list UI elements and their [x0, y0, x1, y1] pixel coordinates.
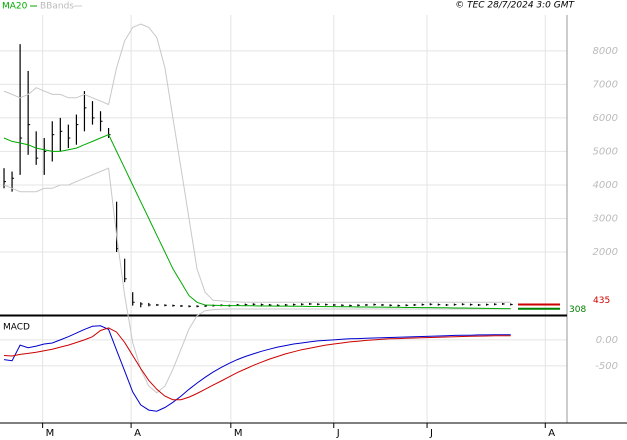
legend-bbands: BBands [40, 2, 74, 12]
macd-title: MACD [3, 323, 30, 333]
x-tick-label: J [429, 428, 433, 439]
y-tick-label: 3000 [593, 213, 618, 224]
x-tick-label: A [548, 428, 555, 439]
macd-line [3, 327, 511, 401]
ma-line [3, 134, 511, 310]
macd-line [3, 325, 511, 412]
x-tick-label: M [46, 428, 55, 439]
price-plot [3, 44, 513, 308]
x-tick-label: M [234, 428, 243, 439]
copyright: © TEC 28/7/2024 3:0 GMT [455, 1, 575, 11]
x-tick-label: J [336, 428, 340, 439]
y-tick-label: -500 [595, 361, 618, 372]
y-tick-label: 0.00 [596, 335, 618, 346]
last-value-label: 435 [593, 296, 610, 306]
y-tick-label: 6000 [593, 113, 618, 124]
x-tick-label: A [134, 428, 141, 439]
y-tick-label: 8000 [593, 46, 618, 57]
y-tick-label: 2000 [593, 247, 618, 258]
bband-lower [3, 167, 511, 394]
y-tick-label: 7000 [593, 79, 618, 90]
y-tick-label: 4000 [593, 180, 618, 191]
last-value-label: 308 [569, 305, 586, 315]
bband-upper [3, 23, 511, 303]
y-tick-label: 5000 [593, 146, 618, 157]
legend-ma20: MA20 [2, 2, 28, 12]
